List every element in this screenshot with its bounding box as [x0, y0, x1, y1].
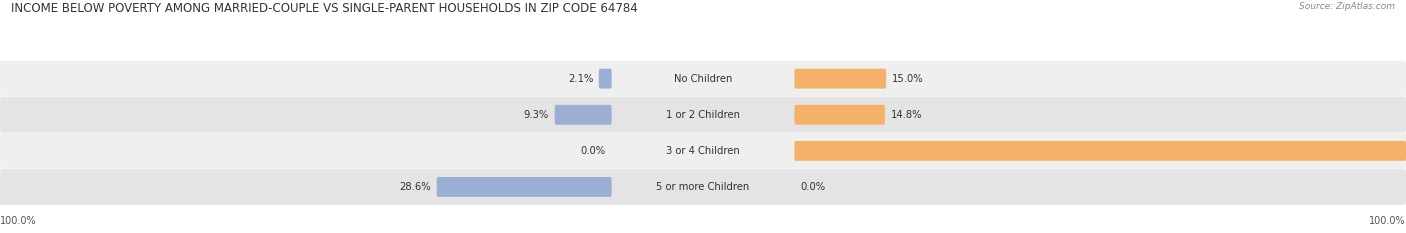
Text: 5 or more Children: 5 or more Children — [657, 182, 749, 192]
Text: 0.0%: 0.0% — [800, 182, 825, 192]
FancyBboxPatch shape — [0, 97, 1406, 133]
FancyBboxPatch shape — [794, 141, 1406, 161]
Text: 28.6%: 28.6% — [399, 182, 432, 192]
Text: INCOME BELOW POVERTY AMONG MARRIED-COUPLE VS SINGLE-PARENT HOUSEHOLDS IN ZIP COD: INCOME BELOW POVERTY AMONG MARRIED-COUPL… — [11, 2, 638, 15]
Text: 0.0%: 0.0% — [581, 146, 606, 156]
FancyBboxPatch shape — [794, 69, 886, 89]
Text: 2.1%: 2.1% — [568, 74, 593, 84]
Text: Source: ZipAtlas.com: Source: ZipAtlas.com — [1299, 2, 1395, 11]
FancyBboxPatch shape — [555, 105, 612, 125]
FancyBboxPatch shape — [0, 169, 1406, 205]
Text: 100.0%: 100.0% — [0, 216, 37, 226]
FancyBboxPatch shape — [0, 61, 1406, 96]
Text: 100.0%: 100.0% — [1369, 216, 1406, 226]
Text: 9.3%: 9.3% — [524, 110, 550, 120]
Text: 1 or 2 Children: 1 or 2 Children — [666, 110, 740, 120]
FancyBboxPatch shape — [794, 105, 884, 125]
FancyBboxPatch shape — [437, 177, 612, 197]
Text: No Children: No Children — [673, 74, 733, 84]
FancyBboxPatch shape — [0, 133, 1406, 169]
FancyBboxPatch shape — [599, 69, 612, 89]
Text: 3 or 4 Children: 3 or 4 Children — [666, 146, 740, 156]
Text: 15.0%: 15.0% — [891, 74, 924, 84]
Text: 14.8%: 14.8% — [890, 110, 922, 120]
